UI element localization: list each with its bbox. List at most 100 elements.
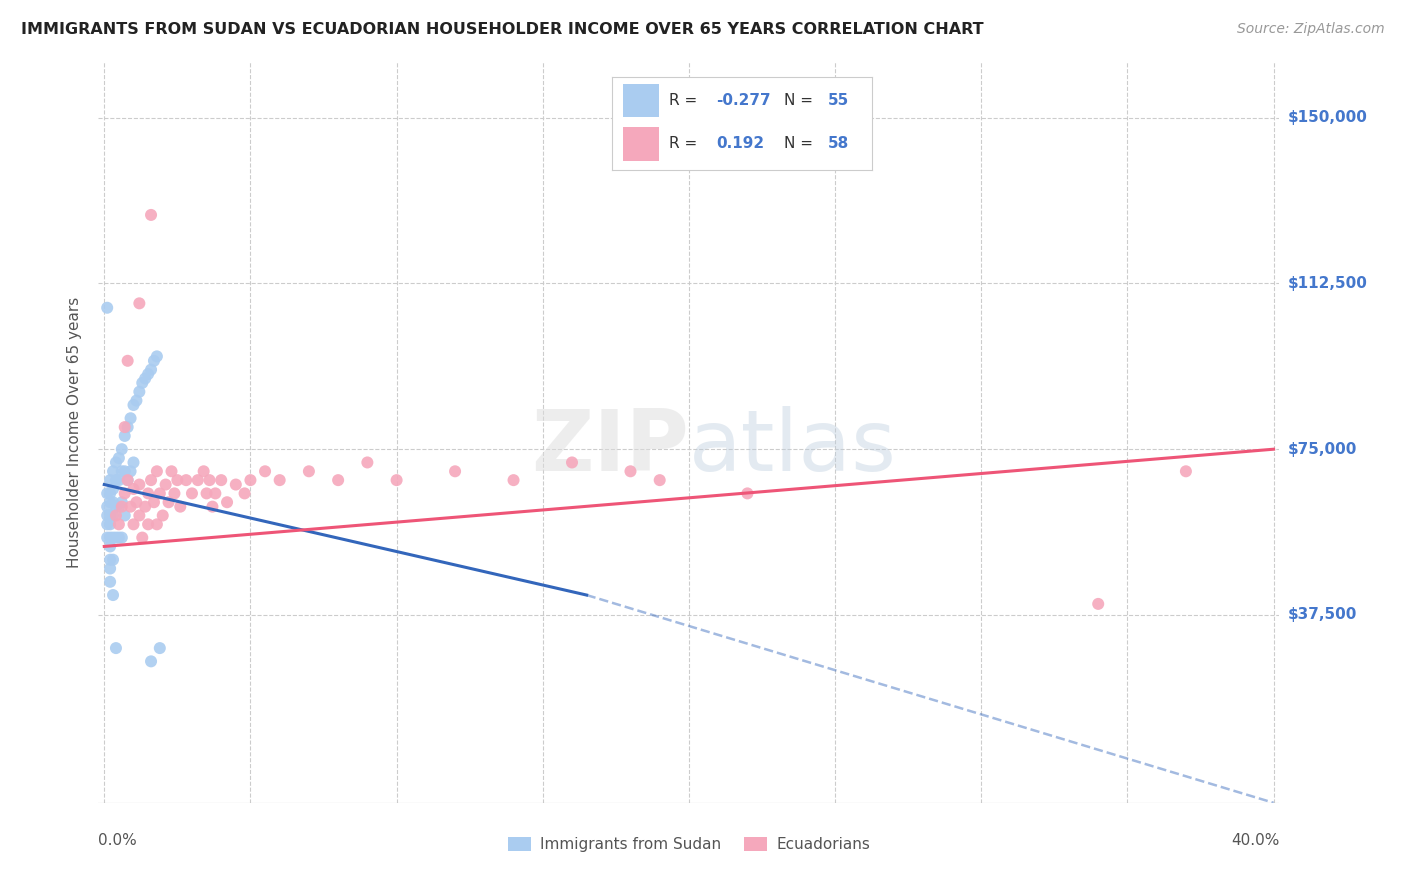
Point — [143, 353, 166, 368]
Point — [104, 508, 127, 523]
Point — [209, 473, 232, 487]
Point — [120, 464, 142, 478]
Point — [125, 495, 148, 509]
Point — [152, 508, 174, 523]
Text: atlas: atlas — [689, 406, 897, 489]
Point — [96, 301, 118, 315]
Point — [215, 495, 238, 509]
Point — [98, 486, 121, 500]
Text: Source: ZipAtlas.com: Source: ZipAtlas.com — [1237, 22, 1385, 37]
Point — [108, 500, 131, 514]
Point — [117, 353, 139, 368]
Point — [146, 350, 169, 364]
Point — [136, 517, 159, 532]
Point — [163, 486, 186, 500]
Point — [128, 296, 150, 310]
Point — [122, 517, 145, 532]
Point — [114, 420, 136, 434]
Point — [619, 464, 641, 478]
Point — [198, 473, 221, 487]
Point — [561, 455, 583, 469]
Point — [122, 455, 145, 469]
Point — [139, 362, 162, 376]
Point — [193, 464, 215, 478]
Point — [117, 473, 139, 487]
Point — [101, 552, 124, 566]
Point — [136, 367, 159, 381]
Point — [101, 588, 124, 602]
Point — [101, 495, 124, 509]
Point — [122, 398, 145, 412]
Point — [120, 500, 142, 514]
Point — [98, 531, 121, 545]
Point — [356, 455, 378, 469]
Point — [111, 495, 134, 509]
Point — [98, 473, 121, 487]
Text: $150,000: $150,000 — [1288, 111, 1368, 125]
Point — [502, 473, 524, 487]
Point — [128, 508, 150, 523]
Point — [125, 393, 148, 408]
Point — [111, 464, 134, 478]
Point — [157, 495, 180, 509]
Point — [131, 376, 153, 390]
Point — [298, 464, 321, 478]
Text: 0.0%: 0.0% — [98, 833, 138, 848]
Point — [204, 486, 226, 500]
Point — [201, 500, 224, 514]
Point — [104, 500, 127, 514]
Point — [160, 464, 183, 478]
Point — [111, 500, 134, 514]
Point — [155, 477, 177, 491]
Point — [149, 641, 172, 656]
Text: $37,500: $37,500 — [1288, 607, 1357, 623]
Point — [195, 486, 218, 500]
Point — [120, 411, 142, 425]
Point — [648, 473, 671, 487]
Point — [385, 473, 408, 487]
Point — [96, 517, 118, 532]
Point — [233, 486, 256, 500]
Point — [104, 641, 127, 656]
Text: ZIP: ZIP — [531, 406, 689, 489]
Point — [117, 473, 139, 487]
Legend: Immigrants from Sudan, Ecuadorians: Immigrants from Sudan, Ecuadorians — [502, 830, 876, 858]
Text: IMMIGRANTS FROM SUDAN VS ECUADORIAN HOUSEHOLDER INCOME OVER 65 YEARS CORRELATION: IMMIGRANTS FROM SUDAN VS ECUADORIAN HOUS… — [21, 22, 984, 37]
Point — [96, 500, 118, 514]
Point — [104, 531, 127, 545]
Point — [98, 561, 121, 575]
Point — [114, 508, 136, 523]
Point — [139, 473, 162, 487]
Point — [139, 208, 162, 222]
Text: $112,500: $112,500 — [1288, 276, 1368, 291]
Point — [149, 486, 172, 500]
Point — [269, 473, 291, 487]
Point — [104, 473, 127, 487]
Point — [108, 473, 131, 487]
Point — [169, 500, 191, 514]
Point — [131, 531, 153, 545]
Point — [128, 477, 150, 491]
Y-axis label: Householder Income Over 65 years: Householder Income Over 65 years — [67, 297, 83, 568]
Point — [114, 429, 136, 443]
Point — [187, 473, 209, 487]
Point — [181, 486, 204, 500]
Point — [326, 473, 349, 487]
Point — [122, 482, 145, 496]
Point — [101, 482, 124, 496]
Point — [111, 442, 134, 457]
Point — [108, 531, 131, 545]
Point — [128, 384, 150, 399]
Point — [96, 486, 118, 500]
Point — [1174, 464, 1197, 478]
Point — [98, 574, 121, 589]
Point — [134, 371, 156, 385]
Point — [225, 477, 247, 491]
Point — [114, 486, 136, 500]
Point — [108, 517, 131, 532]
Text: 40.0%: 40.0% — [1232, 833, 1279, 848]
Point — [239, 473, 262, 487]
Point — [143, 495, 166, 509]
Point — [174, 473, 197, 487]
Point — [136, 486, 159, 500]
